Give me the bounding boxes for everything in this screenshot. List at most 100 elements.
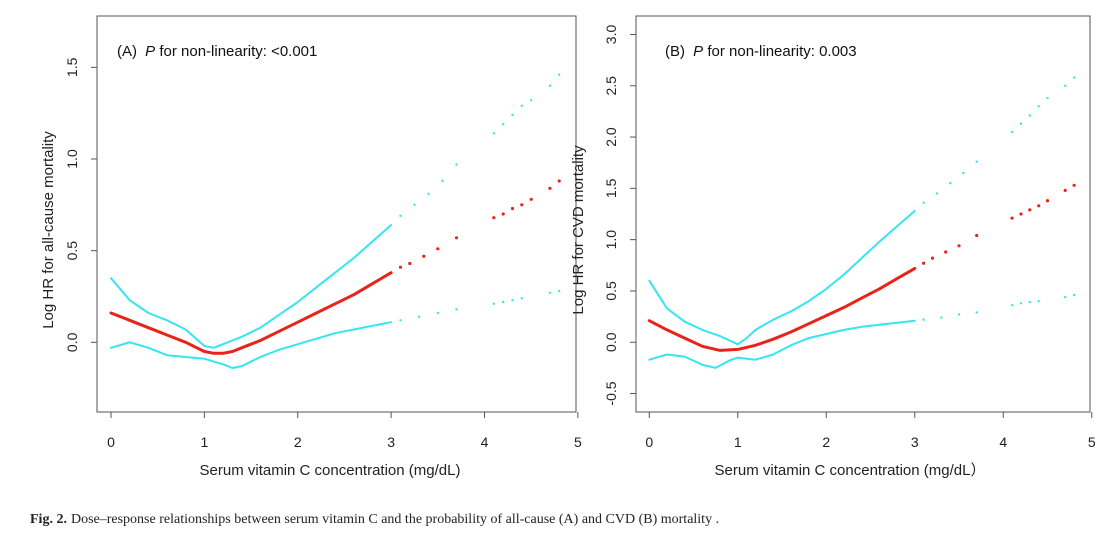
x-axis-label-a: Serum vitamin C concentration (mg/dL) [200,462,461,479]
estimate-a-point [557,179,561,183]
lower-ci-b-point [940,316,943,319]
y-axis-label-b: Log HR for CVD mortality [570,145,587,315]
plot-frame-a [96,15,577,413]
upper-ci-a-point [502,123,505,126]
estimate-b-point [1045,199,1050,203]
lower-ci-b-point [1019,302,1023,305]
lower-ci-a-point [399,319,402,322]
lower-ci-a-point [492,302,495,305]
upper-ci-b-point [1037,105,1040,108]
lower-ci-b-point [1037,300,1040,303]
y-tick-label-b: 3.0 [603,25,619,45]
estimate-b-line [647,266,917,352]
upper-ci-b-point [922,201,925,204]
upper-ci-b-point [1028,114,1032,117]
estimate-a-point [548,186,552,190]
estimate-a-point [398,265,403,269]
upper-ci-b-point [1010,130,1014,134]
estimate-b-point [944,250,948,254]
upper-ci-b-point [1019,122,1023,125]
upper-ci-a-point [427,192,430,195]
estimate-a-point [529,197,533,201]
x-tick-label-b: 5 [1088,434,1096,450]
y-ticks-a: 0.0 0.5 1.0 1.5 [64,57,97,352]
upper-ci-a-point [548,84,552,87]
lower-ci-a-point [502,300,505,304]
upper-ci-a-point [441,179,444,183]
upper-ci-b-point [1064,84,1067,88]
x-tick-label-a: 4 [481,434,489,450]
y-ticks-b: -0.5 0.0 0.5 1.0 1.5 2.0 2.5 3.0 [603,25,636,406]
plot-frame-b [635,15,1091,413]
caption-label: Fig. 2. [30,512,67,527]
estimate-a-point [454,236,459,240]
x-tick-label-b: 3 [911,434,919,450]
lower-ci-a-point [455,308,458,311]
annotation-a: (A) P for non-linearity: <0.001 [117,43,317,60]
y-axis-label-a: Log HR for all-cause mortality [40,131,57,329]
upper-ci-b-point [935,192,939,195]
lower-ci-a-line [110,321,393,369]
y-tick-label-a: 1.0 [64,149,80,169]
estimate-a-point [422,254,426,258]
y-tick-label-a: 1.5 [64,57,80,77]
y-tick-label-b: 0.0 [603,332,619,352]
x-tick-label-a: 3 [387,434,395,450]
upper-ci-a-point [492,132,495,135]
panel-a: (A) P for non-linearity: <0.001 0 1 2 3 4 5 0… [40,15,582,479]
annotation-b: (B) P for non-linearity: 0.003 [665,43,857,60]
upper-ci-a-point [530,99,533,102]
y-tick-label-a: 0.5 [64,241,80,261]
estimate-b-point [975,233,979,238]
y-tick-label-b: 1.5 [603,178,619,198]
panel-b: (B) P for non-linearity: 0.003 0 1 2 3 4 5 -0… [570,15,1096,479]
estimate-b-point [957,244,961,248]
estimate-a-point [520,203,524,207]
upper-ci-b-point [949,182,952,185]
upper-ci-a-point [520,104,523,108]
x-tick-label-a: 2 [294,434,302,450]
lower-ci-b-point [1010,304,1014,307]
x-ticks-b: 0 1 2 3 4 5 [645,412,1096,450]
x-tick-label-a: 5 [574,434,582,450]
lower-ci-b-line [648,319,916,369]
estimate-b-point [922,261,926,265]
lower-ci-b-point [1072,293,1076,297]
estimate-a-point [436,247,440,251]
upper-ci-b-point [1046,96,1049,100]
upper-ci-a-point [511,113,514,117]
lower-ci-a-point [520,297,523,300]
x-axis-label-b: Serum vitamin C concentration (mg/dL） [715,462,986,479]
lower-ci-b-point [1028,301,1032,304]
lower-ci-b-point [922,318,925,321]
lower-ci-b-point [1064,295,1067,299]
x-tick-label-b: 1 [734,434,742,450]
lower-ci-a-point [548,291,552,294]
estimate-b-point [1010,216,1014,220]
x-ticks-a: 0 1 2 3 4 5 [107,412,582,450]
lower-ci-b-point [957,313,961,316]
upper-ci-a-line [110,224,393,349]
x-tick-label-b: 4 [999,434,1007,450]
upper-ci-a-point [558,73,561,76]
y-tick-label-b: 2.0 [603,127,619,147]
estimate-b-point [1072,183,1076,187]
upper-ci-a-point [399,214,402,217]
estimate-a-point [510,206,515,211]
x-tick-label-a: 0 [107,434,115,450]
estimate-a-line [109,271,393,355]
lower-ci-a-point [436,311,439,315]
estimate-b-point [1019,212,1023,216]
lower-ci-a-point [558,289,561,293]
estimate-b-point [1037,204,1041,208]
estimate-a-point [501,212,505,216]
series-b [647,76,1076,369]
y-tick-label-b: -0.5 [603,381,619,405]
estimate-b-point [1028,208,1032,212]
x-tick-label-b: 2 [822,434,830,450]
y-tick-label-b: 2.5 [603,76,619,96]
upper-ci-b-point [1072,76,1076,79]
upper-ci-a-point [413,203,416,206]
estimate-b-point [930,256,935,260]
